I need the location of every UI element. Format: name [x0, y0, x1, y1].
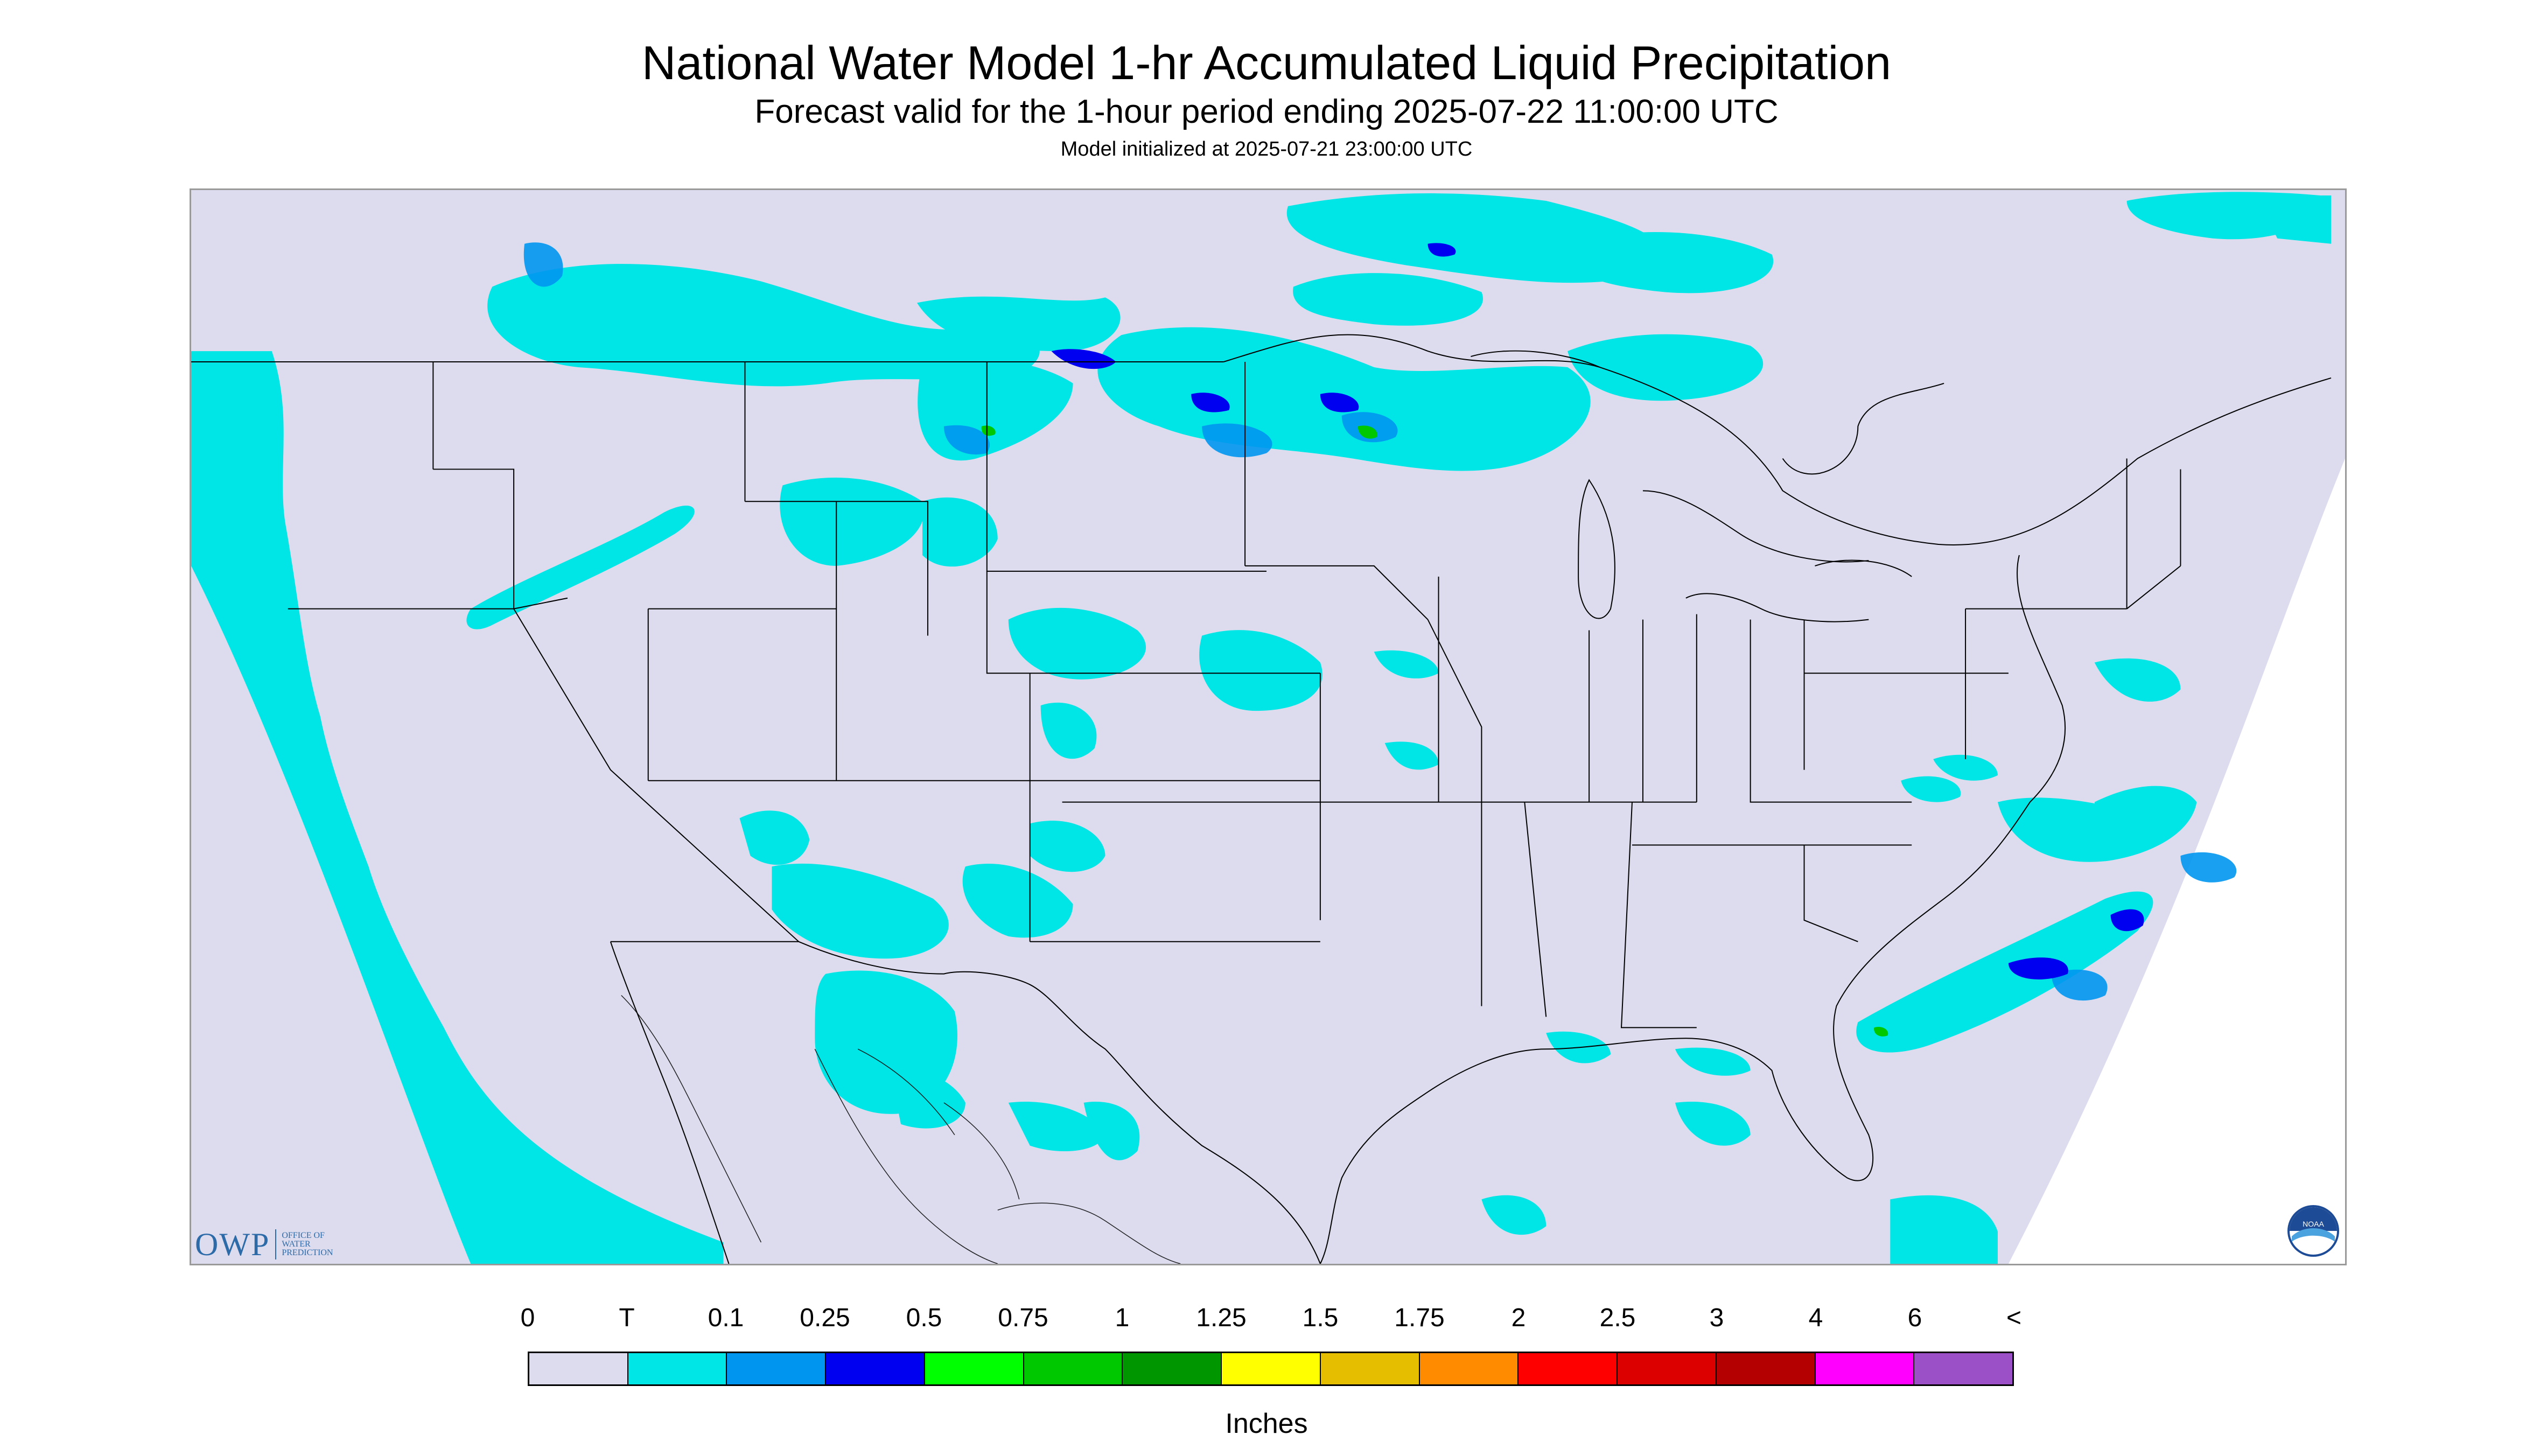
noaa-logo-text: NOAA — [2303, 1220, 2324, 1228]
legend-label: 0.1 — [708, 1303, 744, 1333]
legend-label: 2.5 — [1600, 1303, 1636, 1333]
legend-label: 0.5 — [906, 1303, 942, 1333]
owp-logo-subtext: OFFICE OF WATER PREDICTION — [282, 1231, 357, 1257]
owp-logo-text: OWP — [195, 1226, 270, 1263]
legend-swatch — [1420, 1353, 1519, 1384]
legend-swatch — [1024, 1353, 1123, 1384]
legend-swatch — [727, 1353, 826, 1384]
map-canvas — [191, 190, 2345, 1264]
precipitation-map — [190, 188, 2347, 1265]
legend-swatch — [1123, 1353, 1222, 1384]
legend-swatch — [628, 1353, 727, 1384]
legend-label: 1.75 — [1394, 1303, 1444, 1333]
legend-swatch — [1519, 1353, 1618, 1384]
noaa-logo: NOAA — [2286, 1204, 2340, 1258]
legend-label: 0.25 — [800, 1303, 850, 1333]
model-init-time: Model initialized at 2025-07-21 23:00:00… — [0, 138, 2533, 161]
legend-label: 0.75 — [998, 1303, 1048, 1333]
legend-labels: 0 T 0.1 0.25 0.5 0.75 1 1.25 1.5 1.75 2 2.5 3 4 6 < — [0, 1303, 2533, 1335]
legend-swatch — [529, 1353, 628, 1384]
legend-swatch — [826, 1353, 925, 1384]
legend-swatch — [925, 1353, 1024, 1384]
legend-swatch — [1717, 1353, 1816, 1384]
legend-label: 1.25 — [1196, 1303, 1246, 1333]
legend-swatch — [1321, 1353, 1420, 1384]
legend-label: 2 — [1512, 1303, 1526, 1333]
legend-label: < — [2006, 1303, 2021, 1333]
legend-label: 0 — [521, 1303, 535, 1333]
legend-swatch — [1914, 1353, 2012, 1384]
legend-label: 1 — [1115, 1303, 1130, 1333]
owp-logo-divider — [275, 1229, 276, 1259]
legend-colorbar — [528, 1352, 2014, 1386]
map-subtitle: Forecast valid for the 1-hour period end… — [0, 93, 2533, 131]
legend-swatch — [1816, 1353, 1915, 1384]
map-title: National Water Model 1-hr Accumulated Li… — [0, 36, 2533, 90]
legend-label: T — [619, 1303, 634, 1333]
legend-label: 4 — [1809, 1303, 1823, 1333]
legend-swatch — [1222, 1353, 1321, 1384]
legend-swatch — [1618, 1353, 1717, 1384]
owp-logo: OWP OFFICE OF WATER PREDICTION — [195, 1226, 357, 1263]
legend-units: Inches — [0, 1408, 2533, 1440]
legend-label: 1.5 — [1303, 1303, 1339, 1333]
legend-label: 6 — [1908, 1303, 1922, 1333]
legend-label: 3 — [1710, 1303, 1724, 1333]
